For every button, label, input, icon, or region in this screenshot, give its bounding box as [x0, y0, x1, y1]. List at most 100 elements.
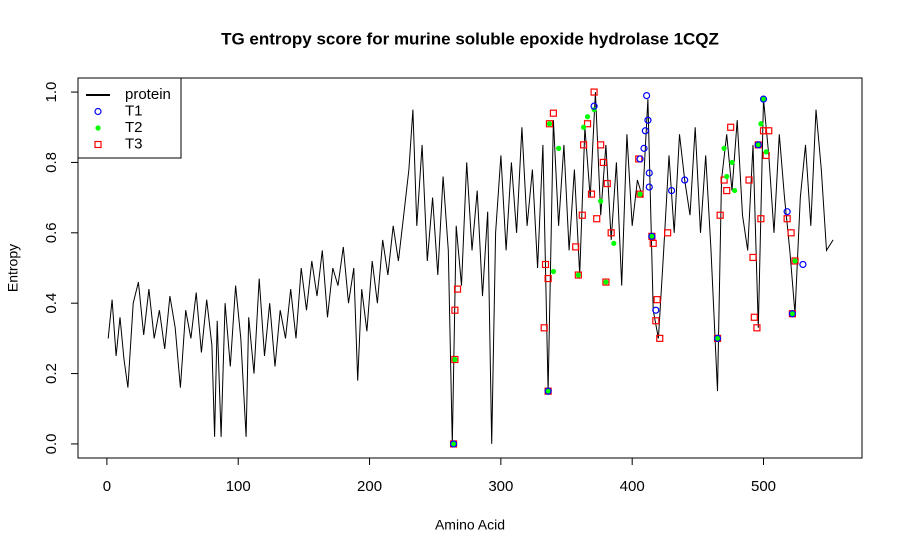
point-t3 [757, 215, 765, 223]
point-t3 [723, 186, 731, 195]
point-t2 [649, 233, 655, 239]
point-t1 [544, 387, 552, 395]
point-t1 [681, 176, 689, 184]
legend-marker [94, 140, 102, 149]
point-t3 [603, 179, 611, 188]
point-t1 [643, 91, 651, 100]
point-t2 [611, 240, 617, 246]
point-t3 [720, 176, 728, 184]
point-t3 [636, 190, 644, 198]
legend-marker [95, 125, 101, 131]
point-t3 [574, 271, 582, 279]
point-t3 [765, 127, 773, 135]
point-t1 [645, 183, 653, 191]
point-t3 [540, 324, 548, 332]
point-t3 [649, 239, 657, 247]
point-t3 [652, 317, 660, 325]
y-tick-label: 0.2 [43, 363, 60, 384]
point-t2 [550, 268, 556, 275]
plot-frame [77, 77, 863, 459]
legend-label: T2 [125, 119, 143, 136]
point-t1 [799, 260, 807, 269]
point-t3 [753, 324, 761, 332]
legend-label: T3 [125, 135, 143, 152]
point-t1 [636, 155, 644, 163]
x-tick-label: 0 [103, 478, 111, 495]
point-t3 [590, 88, 598, 96]
point-t3 [549, 109, 557, 117]
point-t1 [713, 334, 722, 342]
point-t1 [449, 440, 458, 448]
point-t3 [587, 190, 596, 198]
point-t1 [783, 208, 791, 216]
point-t3 [599, 158, 607, 167]
chart-title: TG entropy score for murine soluble epox… [221, 29, 719, 48]
point-t2 [763, 149, 769, 155]
x-tick-label: 300 [488, 478, 513, 495]
point-t3 [745, 176, 753, 184]
point-t3 [451, 306, 459, 314]
point-t3 [597, 141, 605, 149]
point-t3 [602, 278, 610, 286]
point-t2 [792, 258, 798, 264]
point-t1 [640, 144, 648, 152]
legend-marker [94, 107, 102, 116]
point-t3 [451, 355, 459, 364]
point-t3 [545, 120, 554, 128]
y-tick-label: 0.6 [43, 222, 60, 243]
x-tick-label: 200 [357, 478, 382, 495]
point-t2 [721, 145, 727, 151]
point-t3 [572, 243, 580, 251]
point-t2 [580, 124, 587, 130]
point-t2 [598, 198, 604, 204]
point-t3 [716, 211, 724, 219]
x-axis-label: Amino Acid [435, 517, 505, 533]
y-tick-label: 0.8 [43, 152, 60, 173]
point-t3 [453, 285, 462, 293]
point-t2 [789, 311, 795, 317]
y-tick-label: 0.4 [43, 293, 60, 314]
point-t2 [729, 159, 735, 166]
point-t2 [556, 145, 562, 151]
point-t1 [590, 102, 598, 110]
point-t1 [667, 186, 676, 195]
point-t1 [652, 306, 660, 314]
point-t1 [644, 116, 652, 124]
point-t3 [607, 229, 615, 237]
point-t1 [788, 310, 796, 318]
point-t3 [750, 313, 758, 321]
x-tick-label: 400 [620, 478, 645, 495]
point-t2 [575, 272, 581, 278]
legend-label: protein [125, 86, 171, 103]
point-t3 [656, 334, 664, 342]
point-t2 [452, 356, 458, 363]
x-tick-label: 100 [226, 478, 251, 495]
point-t3 [749, 253, 757, 262]
point-t3 [653, 296, 661, 304]
point-t3 [593, 215, 601, 223]
y-tick-label: 1.0 [43, 82, 60, 103]
protein-line [107, 92, 834, 444]
legend-label: T1 [125, 102, 143, 119]
point-t2 [546, 121, 553, 127]
point-t3 [727, 123, 735, 131]
point-t3 [664, 229, 672, 237]
y-axis-label: Entropy [5, 244, 21, 292]
point-t2 [584, 114, 591, 120]
point-t1 [759, 95, 768, 103]
point-t3 [787, 229, 795, 237]
point-t3 [759, 127, 768, 135]
point-t2 [714, 335, 721, 341]
point-t2 [603, 279, 609, 285]
x-tick-label: 500 [751, 478, 776, 495]
point-t3 [541, 260, 550, 269]
point-t3 [579, 141, 588, 149]
y-tick-label: 0.0 [43, 433, 60, 454]
point-t2 [732, 187, 738, 194]
point-t2 [637, 191, 643, 197]
point-t2 [758, 121, 764, 127]
point-t3 [583, 120, 592, 128]
point-t2 [755, 142, 761, 148]
point-t1 [641, 127, 649, 135]
